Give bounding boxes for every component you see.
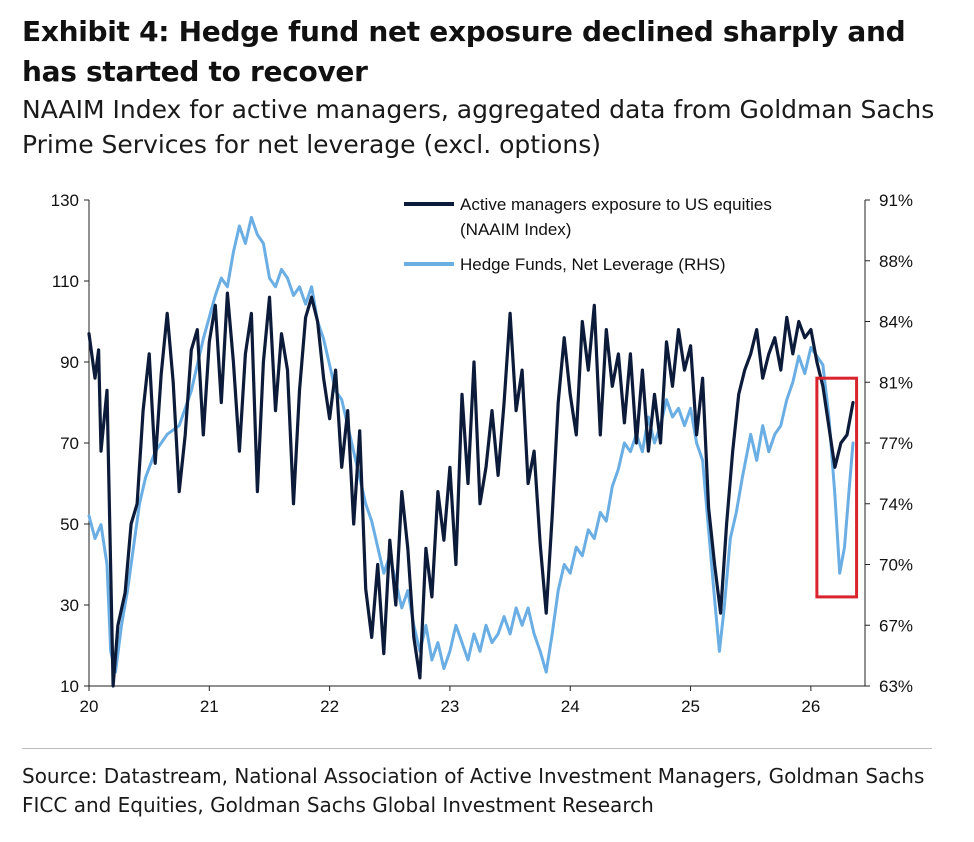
series-line-naaim — [87, 291, 855, 688]
x-tick-label: 21 — [200, 697, 219, 716]
right-tick-label: 88% — [879, 252, 913, 271]
series-line-leverage — [87, 215, 855, 674]
x-tick-label: 25 — [681, 697, 700, 716]
chart-title: Exhibit 4: Hedge fund net exposure decli… — [22, 15, 906, 88]
x-tick-label: 22 — [320, 697, 339, 716]
legend-label-naaim: Active managers exposure to US equities — [460, 195, 772, 214]
right-tick-label: 67% — [879, 616, 913, 635]
left-tick-label: 90 — [60, 353, 79, 372]
left-tick-label: 70 — [60, 434, 79, 453]
chart-svg: 10 30 50 70 90 110 130 63% 67% 70% 74% 77% 81% 84% 88%… — [51, 191, 913, 716]
right-tick-label: 77% — [879, 434, 913, 453]
right-tick-label: 84% — [879, 313, 913, 332]
legend-label-leverage: Hedge Funds, Net Leverage (RHS) — [460, 255, 726, 274]
highlight-box — [815, 376, 859, 599]
left-tick-label: 30 — [60, 596, 79, 615]
chart-subtitle: NAAIM Index for active managers, aggrega… — [22, 95, 935, 159]
source-note: Source: Datastream, National Association… — [22, 764, 925, 817]
right-tick-label: 63% — [879, 677, 913, 696]
x-tick-label: 20 — [80, 697, 99, 716]
chart-lines — [87, 215, 855, 688]
right-tick-label: 74% — [879, 495, 913, 514]
legend-label-naaim-line2: (NAAIM Index) — [460, 220, 571, 239]
x-tick-label: 26 — [801, 697, 820, 716]
left-tick-label: 50 — [60, 515, 79, 534]
left-tick-label: 130 — [51, 191, 79, 210]
chart-legend: Active managers exposure to US equities … — [404, 195, 772, 274]
left-tick-label: 110 — [52, 272, 79, 291]
right-tick-label: 81% — [879, 373, 913, 392]
right-tick-label: 91% — [879, 191, 913, 210]
right-tick-label: 70% — [879, 556, 913, 575]
x-tick-label: 23 — [440, 697, 459, 716]
left-tick-label: 10 — [60, 677, 79, 696]
x-tick-label: 24 — [561, 697, 580, 716]
chart-axes: 10 30 50 70 90 110 130 63% 67% 70% 74% 77% 81% 84% 88%… — [51, 191, 913, 716]
footer-divider — [22, 748, 932, 749]
